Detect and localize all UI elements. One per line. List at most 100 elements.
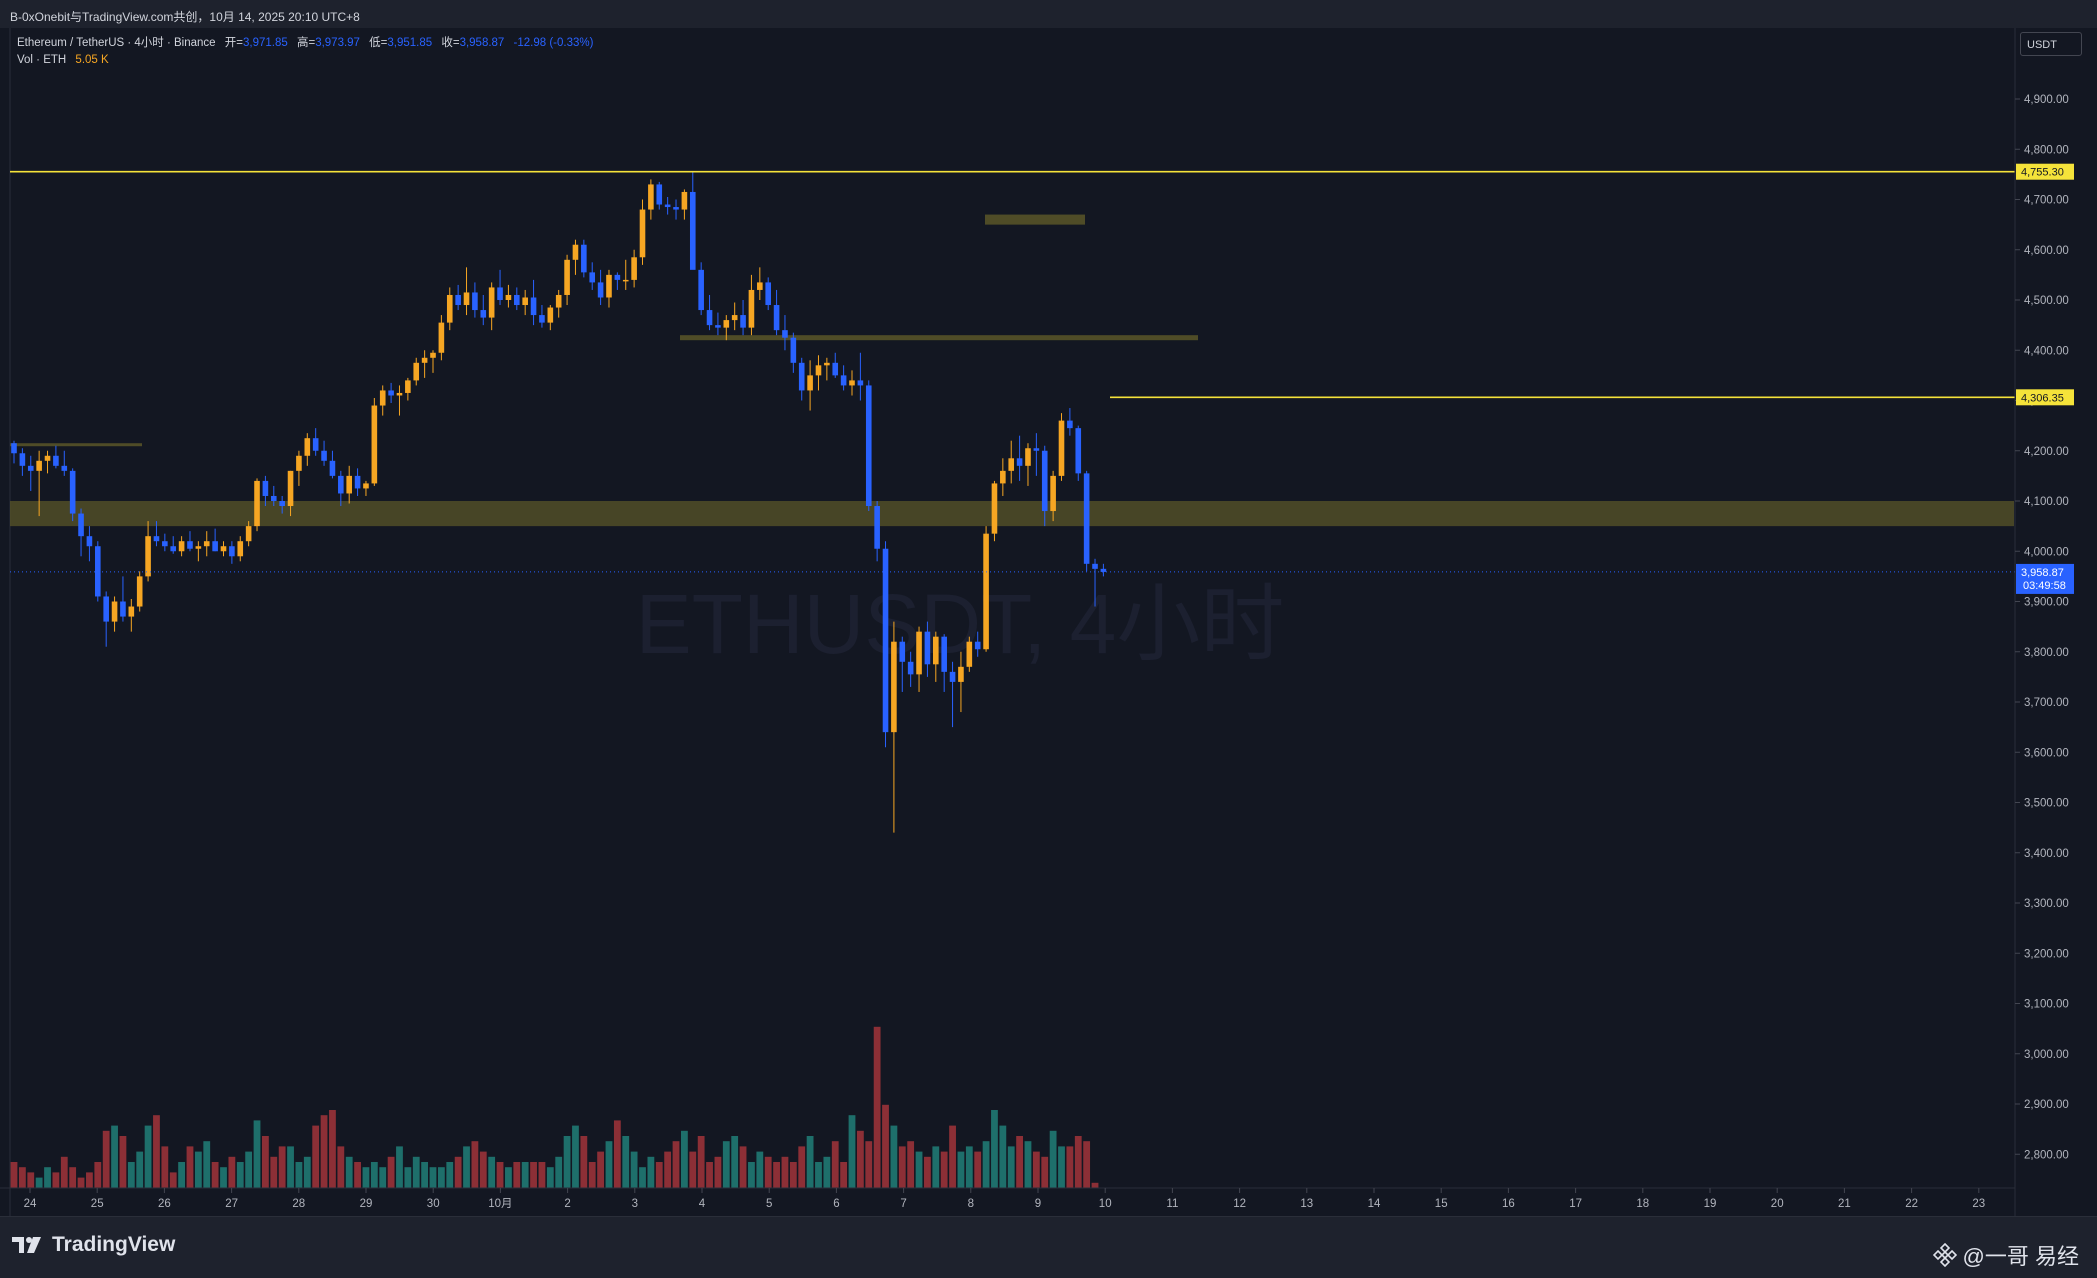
volume-bar <box>538 1162 546 1188</box>
legend-close-label: 收= <box>441 37 460 49</box>
legend-open-label: 开= <box>224 37 243 49</box>
candle-body <box>1075 428 1082 474</box>
tradingview-logo[interactable]: TradingView <box>12 1233 175 1257</box>
candle-body <box>304 438 311 456</box>
volume-bar <box>924 1156 931 1188</box>
candle-body <box>19 453 26 466</box>
volume-bar <box>77 1177 85 1188</box>
volume-bar <box>479 1151 487 1188</box>
candle-body <box>111 601 118 622</box>
volume-bar <box>915 1151 923 1188</box>
legend-symbol[interactable]: Ethereum / TetherUS · 4小时 · Binance <box>17 37 216 49</box>
volume-bar <box>773 1162 780 1188</box>
candle-body <box>539 315 545 323</box>
candle-body <box>857 380 864 386</box>
volume-bar <box>379 1167 387 1188</box>
volume-bar <box>245 1151 253 1188</box>
candle-body <box>203 541 210 547</box>
price-tick-label: 4,600.00 <box>2024 245 2069 257</box>
volume-bar <box>412 1156 420 1188</box>
time-tick-label: 5 <box>766 1198 772 1210</box>
candle-body <box>354 475 361 489</box>
candle-body <box>1058 420 1065 476</box>
horizontal-lines[interactable] <box>10 170 2015 573</box>
watermark-text: ETHUSDT, 4小时 <box>636 577 1285 671</box>
time-tick-label: 20 <box>1771 1198 1784 1210</box>
volume-bar <box>613 1120 621 1188</box>
time-tick-label: 10月 <box>488 1198 512 1210</box>
volume-bar <box>270 1156 278 1188</box>
volume-bar <box>1032 1151 1040 1188</box>
candle-body <box>564 259 570 295</box>
candle-body <box>103 596 109 622</box>
volume-bar <box>69 1167 77 1188</box>
legend-open: 3,971.85 <box>243 37 288 49</box>
time-axis[interactable]: 24 25 26 27 28 29 30 10月 2 3 4 5 6 7 8 9 10 11 12 13 14 15 16 1… <box>0 1187 2015 1210</box>
volume-bar <box>27 1172 35 1188</box>
volume-bar <box>622 1136 630 1188</box>
time-tick-label: 9 <box>1035 1198 1041 1210</box>
price-tick-label: 4,100.00 <box>2024 496 2069 508</box>
volume-bar <box>647 1156 655 1188</box>
volume-bar <box>1016 1136 1023 1188</box>
candle-body <box>622 279 629 282</box>
volume-bar <box>815 1162 822 1188</box>
volume-bar <box>974 1151 982 1188</box>
volume-bar <box>714 1156 722 1188</box>
price-tick-label: 3,000.00 <box>2024 1049 2069 1061</box>
volume-bar <box>898 1146 906 1188</box>
header-bar: B-0xOnebit与TradingView.com共创，10月 14, 202… <box>0 0 2097 29</box>
candle-body <box>731 315 738 321</box>
resistance-price-box <box>2016 163 2074 180</box>
candle-body <box>1100 568 1107 572</box>
volume-bar <box>404 1167 412 1188</box>
candle-body <box>991 483 998 534</box>
candle-body <box>388 390 394 396</box>
candle-body <box>120 601 126 617</box>
volume-bar <box>144 1125 152 1188</box>
legend-volume-value: 5.05 K <box>75 54 109 66</box>
volume-bar <box>739 1146 747 1188</box>
volume-bar <box>312 1125 320 1188</box>
volume-bar <box>345 1156 353 1188</box>
footer-bar: TradingView @一哥 易经 <box>0 1216 2097 1278</box>
candle-body <box>44 455 51 461</box>
volume-bar <box>370 1162 378 1188</box>
volume-bar <box>437 1167 445 1188</box>
volume-bar <box>546 1167 554 1188</box>
candle-body <box>1041 450 1048 512</box>
candle-body <box>656 184 663 205</box>
volume-bar <box>865 1141 873 1188</box>
candle-body <box>396 392 403 396</box>
tradingview-logo-text: TradingView <box>52 1233 176 1256</box>
legend: Ethereum / TetherUS · 4小时 · Binance 开=3,… <box>17 35 593 69</box>
currency-selector[interactable]: USDT <box>2020 32 2082 56</box>
header-text: B-0xOnebit与TradingView.com共创，10月 14, 202… <box>10 10 360 24</box>
candle-body <box>86 536 93 547</box>
candle-body <box>974 641 981 650</box>
candle-body <box>170 546 177 552</box>
candle-body <box>782 330 788 338</box>
volume-bar <box>153 1115 160 1188</box>
candle-body <box>78 513 84 537</box>
candle-body <box>572 244 579 260</box>
time-tick-label: 12 <box>1233 1198 1246 1210</box>
volume-bar <box>630 1151 638 1188</box>
candle-body <box>237 541 244 557</box>
volume-bar <box>111 1125 118 1188</box>
legend-volume-label[interactable]: Vol · ETH <box>17 54 67 66</box>
candle-body <box>270 495 277 501</box>
price-tick-label: 4,700.00 <box>2024 195 2069 207</box>
candle-body <box>421 357 428 363</box>
candle-body <box>958 666 964 682</box>
volume-bar <box>1091 1182 1099 1188</box>
candle-body <box>463 292 470 306</box>
candle-body <box>648 184 654 210</box>
price-chart[interactable]: ETHUSDT, 4小时 4,900.00 4,800.00 4,700.00 4,6… <box>0 28 2097 1216</box>
candle-body <box>36 460 42 471</box>
time-tick-label: 3 <box>632 1198 638 1210</box>
volume-bar <box>856 1130 864 1188</box>
candle-body <box>1033 448 1040 451</box>
candle-body <box>153 536 160 542</box>
candle-body <box>480 310 487 318</box>
